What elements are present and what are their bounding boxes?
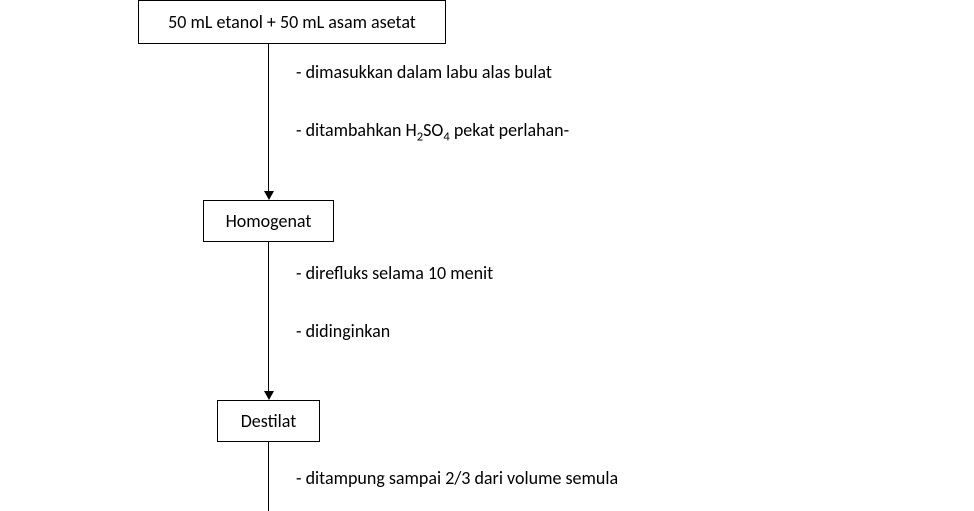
flow-edge-2	[268, 242, 269, 391]
flow-edge-1	[268, 44, 269, 191]
flow-edge-2-note-1: - direfluks selama 10 menit	[296, 262, 493, 284]
flow-node-label: Homogenat	[226, 210, 312, 232]
flow-node-label: 50 mL etanol + 50 mL asam asetat	[168, 11, 416, 33]
arrowhead-icon	[264, 191, 274, 200]
flow-node-destilat: Destilat	[217, 400, 320, 442]
flow-edge-2-note-2: - didinginkan	[296, 320, 390, 342]
flow-edge-1-note-2: - ditambahkan H2SO4 pekat perlahan-	[296, 119, 569, 145]
flow-edge-3	[268, 442, 269, 511]
arrowhead-icon	[264, 391, 274, 400]
flow-edge-3-note-1: - ditampung sampai 2/3 dari volume semul…	[296, 467, 618, 489]
flow-node-start: 50 mL etanol + 50 mL asam asetat	[138, 0, 446, 44]
flow-edge-1-note-1: - dimasukkan dalam labu alas bulat	[296, 61, 552, 83]
flow-node-homogenat: Homogenat	[203, 200, 334, 242]
flow-node-label: Destilat	[241, 410, 297, 432]
